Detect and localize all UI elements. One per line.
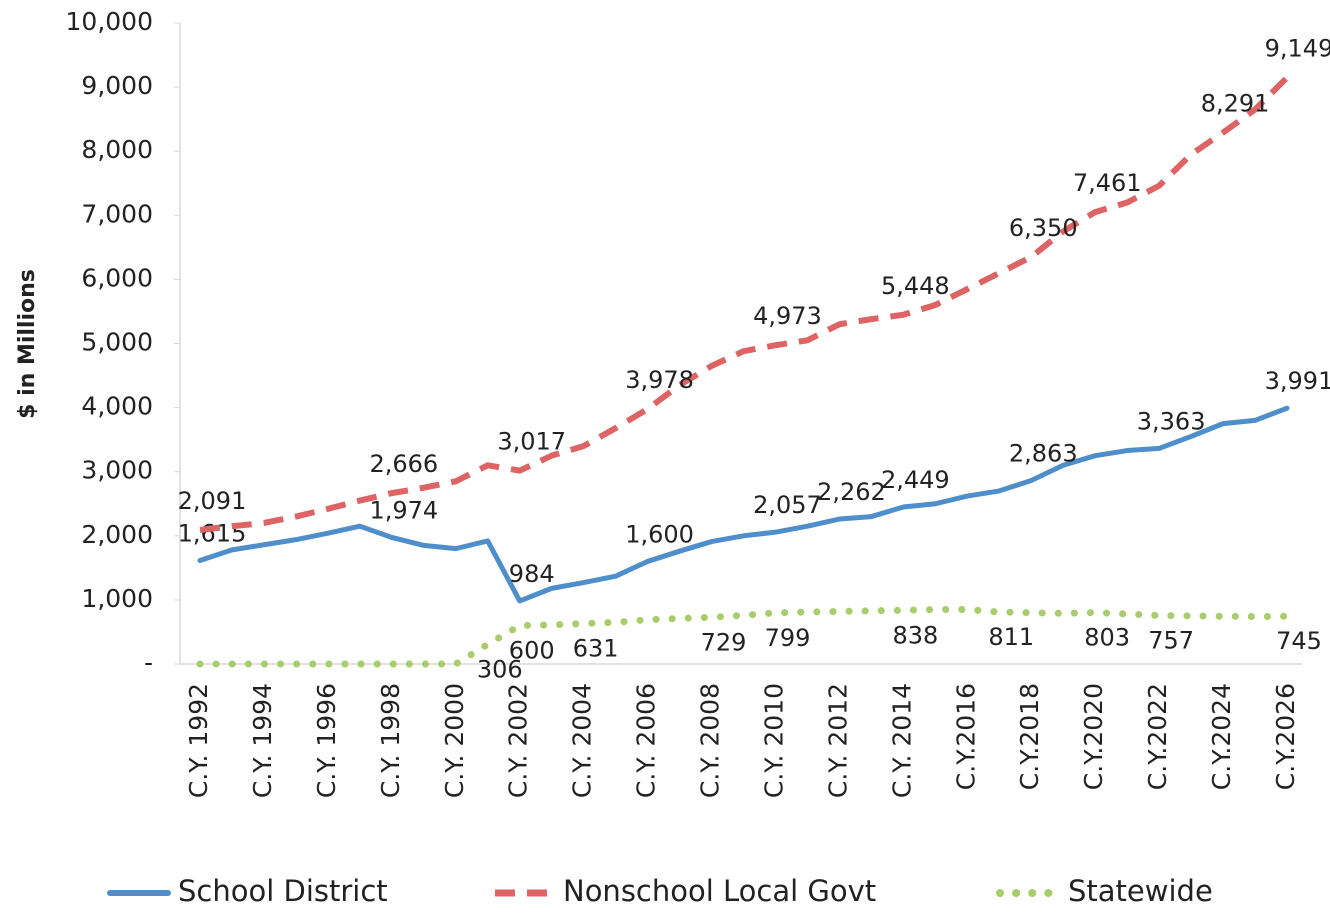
x-tick-label: C.Y. 2000 <box>440 683 469 798</box>
data-label: 745 <box>1276 627 1322 655</box>
legend-label: Statewide <box>1068 874 1213 908</box>
legend-label: School District <box>178 874 388 908</box>
x-tick-label: C.Y. 2010 <box>759 683 788 798</box>
y-axis-title: $ in Millions <box>15 269 40 419</box>
data-label: 3,991 <box>1265 367 1330 395</box>
x-tick-label: C.Y.2016 <box>951 683 980 790</box>
data-label: 6,350 <box>1009 214 1078 242</box>
y-tick-label: 5,000 <box>81 328 153 357</box>
x-tick-label: C.Y. 2002 <box>504 683 533 798</box>
data-label: 984 <box>509 560 555 588</box>
y-tick-label: 4,000 <box>81 392 153 421</box>
y-tick-label: 3,000 <box>81 456 153 485</box>
data-label: 757 <box>1148 626 1194 654</box>
x-tick-label: C.Y.2022 <box>1143 683 1172 790</box>
data-label: 2,091 <box>178 487 247 515</box>
data-label: 2,666 <box>369 450 438 478</box>
data-label: 4,973 <box>753 302 822 330</box>
data-label: 2,863 <box>1009 439 1078 467</box>
y-tick-label: 2,000 <box>81 520 153 549</box>
y-tick-label: 1,000 <box>81 584 153 613</box>
x-tick-label: C.Y.2024 <box>1207 683 1236 790</box>
x-tick-label: C.Y. 1996 <box>312 683 341 798</box>
y-tick-label: 8,000 <box>81 135 153 164</box>
data-label: 811 <box>988 623 1034 651</box>
series-line <box>197 405 1290 604</box>
data-label: 3,978 <box>625 366 694 394</box>
data-label: 838 <box>892 621 938 649</box>
y-tick-label: 6,000 <box>81 263 153 292</box>
x-tick-label: C.Y.2018 <box>1015 683 1044 790</box>
data-label: 3,017 <box>497 428 566 456</box>
x-tick-label: C.Y. 1992 <box>184 683 213 798</box>
data-label: 2,262 <box>817 478 886 506</box>
x-tick-label: C.Y. 1994 <box>248 683 277 798</box>
data-label: 3,363 <box>1137 407 1206 435</box>
data-label: 631 <box>573 635 619 663</box>
x-tick-label: C.Y. 2006 <box>632 683 661 798</box>
y-tick-label: 9,000 <box>81 71 153 100</box>
data-label: 1,974 <box>369 496 438 524</box>
data-label: 9,149 <box>1265 35 1330 63</box>
data-label: 5,448 <box>881 272 950 300</box>
x-tick-label: C.Y. 2012 <box>823 683 852 798</box>
x-tick-label: C.Y.2020 <box>1079 683 1108 790</box>
data-label: 1,600 <box>625 520 694 548</box>
y-tick-label: 7,000 <box>81 199 153 228</box>
series-line <box>199 75 1290 533</box>
data-label: 2,449 <box>881 466 950 494</box>
data-label: 306 <box>477 655 523 683</box>
y-tick-label: - <box>144 648 153 677</box>
legend-label: Nonschool Local Govt <box>563 874 876 908</box>
data-label: 600 <box>509 637 555 665</box>
data-label: 8,291 <box>1201 90 1270 118</box>
data-label: 803 <box>1084 624 1130 652</box>
data-label: 7,461 <box>1073 169 1142 197</box>
x-tick-label: C.Y. 2008 <box>696 683 725 798</box>
x-tick-label: C.Y. 1998 <box>376 683 405 798</box>
data-label: 799 <box>765 624 811 652</box>
data-label: 2,057 <box>753 491 822 519</box>
y-tick-label: 10,000 <box>66 7 153 36</box>
x-tick-label: C.Y. 2014 <box>887 683 916 798</box>
x-tick-label: C.Y.2026 <box>1271 683 1300 790</box>
x-tick-label: C.Y. 2004 <box>568 683 597 798</box>
series-line <box>196 606 1291 668</box>
data-label: 729 <box>701 628 747 656</box>
